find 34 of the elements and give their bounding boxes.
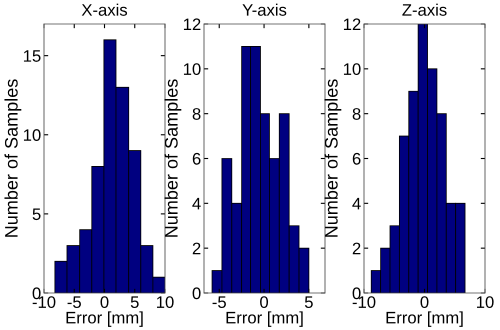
y-tick-label: 2 [352,242,360,254]
y-tick-label: 2 [192,242,200,254]
y-tick-label: 10 [24,129,41,141]
y-tick-label: 4 [352,198,361,210]
y-tick-label: 10 [184,63,201,76]
x-tick-label: -5 [212,296,226,308]
x-tick-label: 10 [477,296,494,308]
y-tick-label: 15 [24,50,41,62]
y-tick-label: 8 [192,108,200,120]
x-tick-label: 0 [260,296,268,308]
x-tick-label: 10 [157,296,174,308]
y-tick-label: 6 [352,152,360,165]
x-axis-title: Error [mm] [226,311,303,327]
x-axis-title: Error [mm] [66,311,143,327]
x-tick-label: 0 [100,296,108,308]
y-tick-label: 10 [344,63,361,76]
y-axis-title: Number of Samples [324,79,342,237]
chart-title: Y-axis [242,4,286,16]
y-tick-label: 12 [184,18,200,30]
y-tick-label: 6 [192,152,200,165]
x-tick-label: 5 [130,296,139,308]
x-tick-label: 0 [420,296,428,308]
y-tick-label: 8 [352,108,360,120]
y-tick-label: 0 [192,287,201,300]
x-tick-label: 5 [304,296,313,308]
y-axis-title: Number of Samples [4,79,22,237]
chart-title: X-axis [82,4,128,16]
y-axis-title: Number of Samples [164,79,182,237]
chart-title: Z-axis [402,4,447,16]
y-tick-label: 12 [344,18,360,30]
y-tick-label: 5 [32,208,41,220]
y-tick-label: 4 [192,198,201,210]
x-tick-label: -5 [68,296,81,308]
x-axis-title: Error [mm] [386,311,463,327]
